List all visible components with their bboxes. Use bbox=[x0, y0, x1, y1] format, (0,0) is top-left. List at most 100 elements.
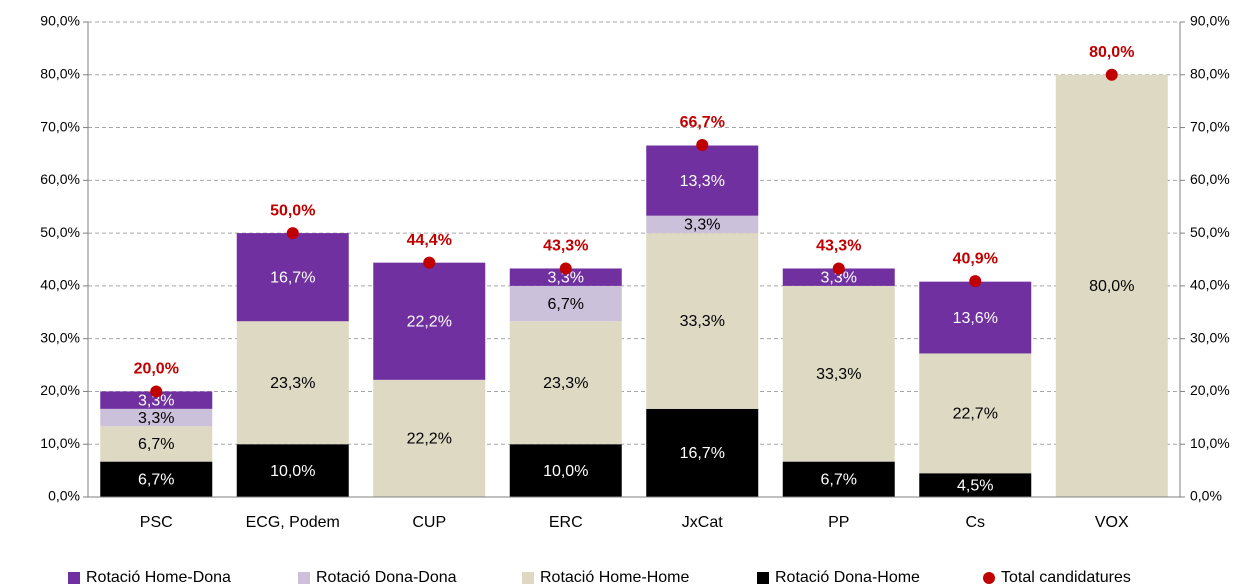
data-label: 10,0% bbox=[543, 463, 588, 480]
data-label: 33,3% bbox=[680, 313, 725, 330]
bar-segment bbox=[919, 473, 1032, 497]
total-label: 40,9% bbox=[953, 250, 998, 267]
bar-segment bbox=[236, 444, 349, 497]
data-label: 6,7% bbox=[138, 436, 174, 453]
data-label: 3,3% bbox=[138, 410, 174, 427]
legend-label: Rotació Home-Home bbox=[540, 569, 689, 586]
bar-segment bbox=[646, 145, 759, 216]
bar-segment bbox=[509, 285, 622, 322]
x-tick-label: PSC bbox=[140, 514, 173, 531]
legend-label: Rotació Home-Dona bbox=[86, 569, 231, 586]
legend-label: Rotació Dona-Home bbox=[775, 569, 920, 586]
bar-segment bbox=[100, 408, 213, 427]
bar-segment bbox=[509, 444, 622, 497]
y2-tick-label: 70,0% bbox=[1190, 118, 1230, 134]
data-label: 22,7% bbox=[953, 406, 998, 423]
x-tick-label: ERC bbox=[549, 514, 583, 531]
y-tick-label: 90,0% bbox=[40, 13, 80, 29]
total-marker bbox=[423, 256, 436, 269]
data-label: 16,7% bbox=[270, 269, 315, 286]
data-label: 3,3% bbox=[821, 269, 857, 286]
total-marker bbox=[1105, 68, 1118, 81]
data-label: 16,7% bbox=[680, 445, 725, 462]
bar-segment bbox=[782, 268, 895, 286]
bar-segment bbox=[236, 233, 349, 322]
x-tick-label: JxCat bbox=[682, 514, 723, 531]
y2-tick-label: 50,0% bbox=[1190, 224, 1230, 240]
bar-segment bbox=[1055, 74, 1168, 498]
y2-tick-label: 40,0% bbox=[1190, 277, 1230, 293]
total-marker bbox=[150, 385, 163, 398]
y2-tick-label: 80,0% bbox=[1190, 65, 1230, 81]
bar-segment bbox=[919, 281, 1032, 354]
legend-swatch bbox=[298, 572, 310, 584]
bar-segment bbox=[100, 426, 213, 462]
legend-swatch bbox=[68, 572, 80, 584]
bar-segment bbox=[509, 321, 622, 445]
total-label: 66,7% bbox=[680, 114, 725, 131]
total-marker bbox=[696, 138, 709, 151]
data-label: 22,2% bbox=[407, 431, 452, 448]
data-label: 10,0% bbox=[270, 463, 315, 480]
legend-swatch bbox=[757, 572, 769, 584]
x-tick-label: PP bbox=[828, 514, 849, 531]
data-label: 80,0% bbox=[1089, 278, 1134, 295]
data-label: 22,2% bbox=[407, 313, 452, 330]
y-tick-label: 20,0% bbox=[40, 382, 80, 398]
x-tick-label: CUP bbox=[412, 514, 446, 531]
y-tick-label: 60,0% bbox=[40, 171, 80, 187]
data-label: 33,3% bbox=[816, 366, 861, 383]
data-label: 13,6% bbox=[953, 310, 998, 327]
bar-segment bbox=[373, 379, 486, 497]
bar-segment bbox=[646, 215, 759, 234]
total-label: 80,0% bbox=[1089, 44, 1134, 61]
y-tick-label: 80,0% bbox=[40, 65, 80, 81]
y-tick-label: 70,0% bbox=[40, 118, 80, 134]
y2-tick-label: 20,0% bbox=[1190, 382, 1230, 398]
total-label: 44,4% bbox=[407, 232, 452, 249]
total-marker bbox=[969, 275, 982, 288]
y-tick-label: 0,0% bbox=[48, 488, 80, 504]
data-label: 23,3% bbox=[543, 375, 588, 392]
total-label: 50,0% bbox=[270, 202, 315, 219]
bar-segment bbox=[782, 461, 895, 497]
data-label: 3,3% bbox=[548, 269, 584, 286]
bar-segment bbox=[646, 233, 759, 409]
data-label: 6,7% bbox=[138, 472, 174, 489]
legend-swatch bbox=[522, 572, 534, 584]
bar-segment bbox=[646, 408, 759, 497]
y-tick-label: 50,0% bbox=[40, 224, 80, 240]
bar-segment bbox=[236, 321, 349, 445]
legend-label: Rotació Dona-Dona bbox=[316, 569, 457, 586]
bar-segment bbox=[100, 391, 213, 409]
bar-segment bbox=[919, 353, 1032, 474]
total-label: 43,3% bbox=[816, 238, 861, 255]
total-label: 20,0% bbox=[134, 361, 179, 378]
data-label: 13,3% bbox=[680, 173, 725, 190]
x-tick-label: ECG, Podem bbox=[246, 514, 340, 531]
bar-segment bbox=[100, 461, 213, 497]
y2-tick-label: 10,0% bbox=[1190, 435, 1230, 451]
total-marker bbox=[559, 262, 572, 275]
legend-marker bbox=[983, 572, 995, 584]
total-marker bbox=[286, 227, 299, 240]
y2-tick-label: 60,0% bbox=[1190, 171, 1230, 187]
y-tick-label: 10,0% bbox=[40, 435, 80, 451]
data-label: 3,3% bbox=[684, 217, 720, 234]
x-tick-label: VOX bbox=[1095, 514, 1129, 531]
data-label: 6,7% bbox=[548, 296, 584, 313]
data-label: 23,3% bbox=[270, 375, 315, 392]
bar-segment bbox=[373, 262, 486, 380]
legend-label: Total candidatures bbox=[1001, 569, 1131, 586]
y2-tick-label: 30,0% bbox=[1190, 329, 1230, 345]
bar-segment bbox=[509, 268, 622, 286]
y-tick-label: 30,0% bbox=[40, 329, 80, 345]
x-tick-label: Cs bbox=[965, 514, 985, 531]
y2-tick-label: 90,0% bbox=[1190, 13, 1230, 29]
y2-tick-label: 0,0% bbox=[1190, 488, 1222, 504]
data-label: 3,3% bbox=[138, 392, 174, 409]
data-label: 6,7% bbox=[821, 472, 857, 489]
bar-segment bbox=[782, 285, 895, 462]
total-marker bbox=[832, 262, 845, 275]
